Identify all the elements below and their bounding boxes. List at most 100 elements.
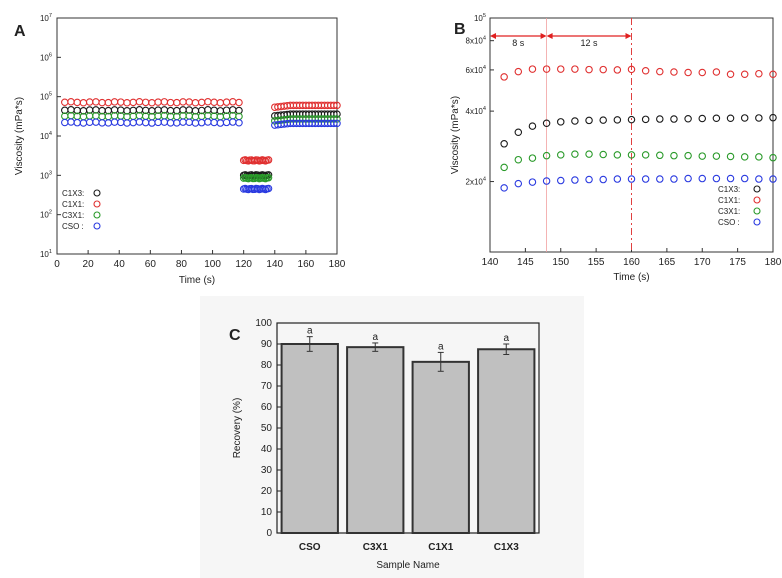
y-tick-label: 105	[40, 92, 52, 102]
y-tick-label: 10	[261, 507, 273, 518]
data-point-cso	[556, 176, 565, 185]
data-point-c1x1	[755, 69, 763, 78]
data-point-c1x1	[141, 98, 150, 107]
data-point-c1x1	[185, 98, 193, 106]
x-axis-title: Time (s)	[179, 275, 215, 286]
panel-c-letter: C	[229, 327, 241, 344]
x-tick-label: 180	[329, 259, 346, 270]
data-point-c1x1	[670, 68, 678, 76]
data-point-c1x3	[641, 115, 650, 124]
x-tick-label: 140	[482, 257, 499, 268]
data-point-cso	[216, 119, 225, 127]
data-point-c3x1	[585, 150, 593, 158]
legend-marker-cso	[93, 222, 101, 230]
data-point-cso	[500, 184, 508, 192]
data-point-c3x1	[627, 151, 636, 159]
data-point-cso	[123, 119, 131, 127]
y-tick-label: 20	[261, 486, 273, 497]
data-point-c1x1	[500, 73, 508, 81]
data-point-c3x1	[571, 150, 579, 158]
data-point-c1x3	[571, 117, 579, 125]
y-axis-title: Viscosity (mPa*s)	[450, 96, 461, 174]
data-point-cso	[542, 177, 551, 185]
bar-c3x1	[346, 346, 405, 534]
annotation-label: 12 s	[581, 38, 599, 48]
data-point-cso	[154, 118, 162, 127]
data-point-c1x3	[528, 122, 537, 130]
y-tick-label: 105	[474, 13, 486, 23]
legend-label-cso: CSO :	[62, 222, 84, 231]
y-axis-title: Recovery (%)	[232, 398, 243, 459]
data-point-c3x1	[740, 153, 749, 161]
data-point-c1x1	[264, 156, 273, 164]
x-axis-title: Time (s)	[613, 272, 649, 283]
x-tick-label: 170	[694, 257, 711, 268]
data-point-c1x3	[712, 114, 721, 122]
panel-a-frame	[56, 17, 338, 255]
data-point-cso	[698, 174, 706, 183]
data-point-c3x1	[500, 163, 508, 172]
bar-c1x3	[477, 348, 536, 534]
data-point-c3x1	[641, 151, 650, 159]
data-point-cso	[166, 119, 175, 127]
data-point-c1x1	[333, 101, 341, 110]
legend-label-c1x1: C1X1:	[718, 196, 740, 205]
data-point-c1x1	[222, 98, 231, 106]
data-point-c3x1	[613, 151, 622, 159]
data-point-c3x1	[542, 151, 551, 160]
data-point-cso	[670, 175, 678, 183]
data-point-cso	[104, 119, 113, 127]
data-point-c1x1	[556, 65, 565, 73]
data-point-c1x1	[712, 68, 721, 76]
data-point-c1x3	[656, 115, 664, 123]
data-point-c1x1	[698, 68, 706, 77]
data-point-cso	[712, 174, 721, 183]
data-point-cso	[204, 118, 212, 126]
bar-c1x1	[411, 360, 470, 534]
data-point-c1x3	[755, 114, 763, 122]
x-category-label-cso: CSO	[299, 542, 321, 553]
x-category-label-c3x1: C3X1	[363, 542, 388, 553]
y-tick-label: 100	[255, 318, 272, 329]
data-point-cso	[222, 118, 231, 127]
y-tick-label: 40	[261, 444, 273, 455]
data-point-c3x1	[698, 152, 706, 160]
data-point-c1x1	[235, 98, 243, 107]
legend-label-c1x3: C1X3:	[718, 185, 740, 194]
data-point-c1x1	[769, 70, 777, 78]
data-point-c3x1	[726, 152, 735, 161]
data-point-cso	[330, 119, 338, 128]
data-point-c1x3	[556, 118, 565, 126]
x-tick-label: 160	[298, 259, 315, 270]
legend-marker-cso	[753, 218, 761, 226]
legend-label-c1x3: C1X3:	[62, 189, 84, 198]
x-tick-label: 145	[517, 257, 534, 268]
legend-marker-c1x1	[93, 200, 101, 208]
data-point-c3x1	[755, 153, 763, 161]
y-tick-label: 30	[261, 465, 273, 476]
legend-marker-c3x1	[753, 207, 761, 215]
y-tick-label: 80	[261, 360, 273, 371]
data-point-c3x1	[514, 155, 523, 164]
data-point-c1x3	[599, 116, 607, 124]
data-point-cso	[67, 118, 75, 126]
data-point-c1x1	[92, 98, 100, 106]
legend-label-cso: CSO :	[718, 218, 740, 227]
data-point-cso	[684, 174, 692, 183]
x-tick-label: 180	[765, 257, 782, 268]
x-tick-label: 160	[623, 257, 640, 268]
data-point-c1x1	[129, 98, 137, 107]
x-tick-label: 155	[588, 257, 605, 268]
annotation-label: 8 s	[512, 38, 525, 48]
data-point-c1x1	[135, 98, 144, 106]
data-point-c1x1	[627, 65, 636, 74]
data-point-c1x1	[528, 65, 537, 73]
data-point-c1x3	[769, 113, 777, 122]
data-point-c1x1	[123, 99, 131, 107]
y-axis-title: Viscosity (mPa*s)	[14, 97, 25, 175]
data-point-cso	[160, 118, 169, 126]
data-point-c3x1	[684, 151, 692, 160]
data-point-cso	[191, 119, 200, 127]
data-point-c1x1	[514, 67, 523, 76]
data-point-cso	[141, 118, 150, 127]
